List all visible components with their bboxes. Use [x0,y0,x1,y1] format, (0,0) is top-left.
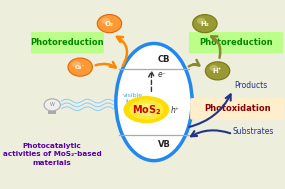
Text: H₂: H₂ [200,21,209,27]
Text: visible
light: visible light [123,93,143,104]
Text: Photoreduction: Photoreduction [199,38,273,47]
Text: Photoxidation: Photoxidation [204,104,271,113]
FancyBboxPatch shape [48,111,56,114]
Text: $\mathbf{MoS_2}$: $\mathbf{MoS_2}$ [132,103,161,117]
Text: H⁺: H⁺ [213,68,222,74]
Ellipse shape [129,99,164,120]
Ellipse shape [116,43,192,161]
Circle shape [205,62,230,80]
Circle shape [193,15,217,33]
Circle shape [72,61,81,67]
Circle shape [44,99,60,111]
FancyBboxPatch shape [190,98,284,120]
Text: CB: CB [158,55,170,64]
Text: VB: VB [158,140,171,149]
Circle shape [197,18,205,24]
Circle shape [210,65,218,71]
Ellipse shape [136,104,157,116]
FancyBboxPatch shape [30,32,104,53]
Text: h⁺: h⁺ [170,106,179,115]
Text: O₂: O₂ [105,21,114,27]
FancyBboxPatch shape [189,32,283,53]
Ellipse shape [123,96,169,123]
Text: Substrates: Substrates [233,127,274,136]
Text: Products: Products [234,81,267,91]
Text: Photocatalytic
activities of MoS₂-based
materials: Photocatalytic activities of MoS₂-based … [3,143,101,166]
Circle shape [97,15,122,33]
Text: W: W [50,102,55,107]
Text: e⁻: e⁻ [158,70,166,79]
Text: Photoreduction: Photoreduction [30,38,104,47]
Text: O₂⁻: O₂⁻ [75,65,85,70]
Circle shape [101,18,110,24]
Circle shape [68,58,92,76]
